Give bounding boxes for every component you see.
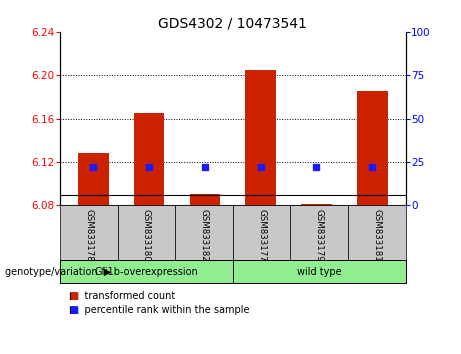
Text: ■  percentile rank within the sample: ■ percentile rank within the sample (69, 305, 250, 315)
Title: GDS4302 / 10473541: GDS4302 / 10473541 (159, 17, 307, 31)
Text: Gfi1b-overexpression: Gfi1b-overexpression (95, 267, 198, 277)
Bar (301, 204, 332, 205)
Text: wild type: wild type (297, 267, 342, 277)
Text: GSM833180: GSM833180 (142, 209, 151, 262)
Text: genotype/variation  ▶: genotype/variation ▶ (5, 267, 111, 277)
Text: GSM833177: GSM833177 (257, 209, 266, 262)
Text: GSM833179: GSM833179 (315, 209, 324, 262)
Text: ■  transformed count: ■ transformed count (69, 291, 175, 301)
Bar (78, 153, 109, 205)
Text: GSM833181: GSM833181 (372, 209, 381, 262)
Text: GSM833178: GSM833178 (84, 209, 93, 262)
Bar (134, 113, 165, 205)
Bar (245, 70, 276, 205)
Bar (189, 194, 220, 205)
Bar (357, 91, 388, 205)
Text: ■: ■ (69, 291, 78, 301)
Text: ■: ■ (69, 305, 78, 315)
Text: GSM833182: GSM833182 (200, 209, 208, 262)
